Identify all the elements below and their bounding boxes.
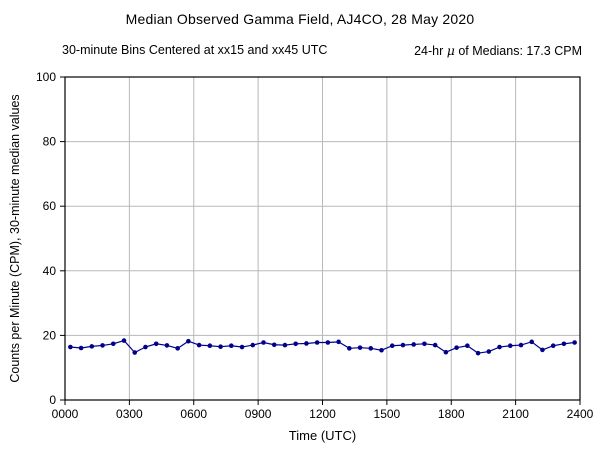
data-point <box>347 346 352 351</box>
data-point <box>336 339 341 345</box>
data-point <box>218 344 223 350</box>
chart-subtitle: 30-minute Bins Centered at xx15 and xx45… <box>62 43 582 58</box>
data-point <box>465 343 470 349</box>
x-axis-label: Time (UTC) <box>289 428 356 443</box>
y-tick-label: 0 <box>49 393 56 407</box>
x-tick-label: 0300 <box>116 407 143 421</box>
y-tick-label: 60 <box>43 199 57 213</box>
data-point <box>486 349 492 354</box>
data-point <box>475 350 481 356</box>
data-point <box>89 344 95 349</box>
data-point <box>271 342 277 348</box>
data-point <box>389 343 395 349</box>
y-tick-label: 40 <box>43 264 57 278</box>
data-point <box>293 341 298 347</box>
data-point <box>175 346 180 351</box>
mu-symbol: μ <box>446 43 455 58</box>
x-tick-label: 0900 <box>245 407 272 421</box>
data-point <box>518 342 524 348</box>
data-point <box>132 350 138 355</box>
data-point <box>550 343 556 349</box>
data-point <box>250 342 256 348</box>
data-point <box>282 342 288 348</box>
x-tick-label: 2400 <box>567 407 594 421</box>
data-point <box>379 347 384 353</box>
x-tick-label: 0600 <box>180 407 207 421</box>
x-tick-label: 2100 <box>502 407 529 421</box>
chart-title: Median Observed Gamma Field, AJ4CO, 28 M… <box>125 11 475 27</box>
x-tick-label: 1500 <box>374 407 401 421</box>
y-axis-label: Counts per Minute (CPM), 30-minute media… <box>8 94 22 382</box>
data-point <box>529 339 535 345</box>
data-point <box>422 341 427 347</box>
data-point <box>507 343 513 349</box>
data-point <box>100 343 105 348</box>
data-point <box>110 341 116 347</box>
data-point <box>443 349 449 355</box>
data-point <box>196 342 202 348</box>
data-point <box>357 345 363 350</box>
data-point <box>261 340 266 345</box>
data-point <box>411 342 416 347</box>
data-point <box>153 341 159 347</box>
data-point <box>164 343 170 348</box>
data-point <box>143 344 148 350</box>
data-point <box>304 341 309 346</box>
data-point <box>572 340 577 345</box>
data-point <box>121 338 127 343</box>
y-tick-label: 80 <box>43 135 57 149</box>
data-point <box>239 344 245 350</box>
data-point <box>78 345 84 351</box>
data-point <box>229 343 234 349</box>
data-point <box>454 345 459 350</box>
data-point <box>561 341 567 347</box>
data-point <box>186 338 191 344</box>
subtitle-mean: 24-hr μ of Medians: 17.3 CPM <box>414 43 582 58</box>
data-point <box>325 340 331 345</box>
data-point <box>432 342 438 348</box>
data-point <box>400 342 406 348</box>
data-point <box>540 347 545 353</box>
y-tick-label: 20 <box>43 328 57 342</box>
x-tick-label: 0000 <box>52 407 79 421</box>
data-point <box>314 340 320 345</box>
y-tick-label: 100 <box>36 70 56 84</box>
data-point <box>68 344 73 350</box>
subtitle-bins: 30-minute Bins Centered at xx15 and xx45… <box>62 43 328 57</box>
x-tick-label: 1200 <box>309 407 336 421</box>
data-point <box>497 344 502 350</box>
data-point <box>368 346 374 351</box>
data-point <box>207 343 213 349</box>
x-tick-label: 1800 <box>438 407 465 421</box>
